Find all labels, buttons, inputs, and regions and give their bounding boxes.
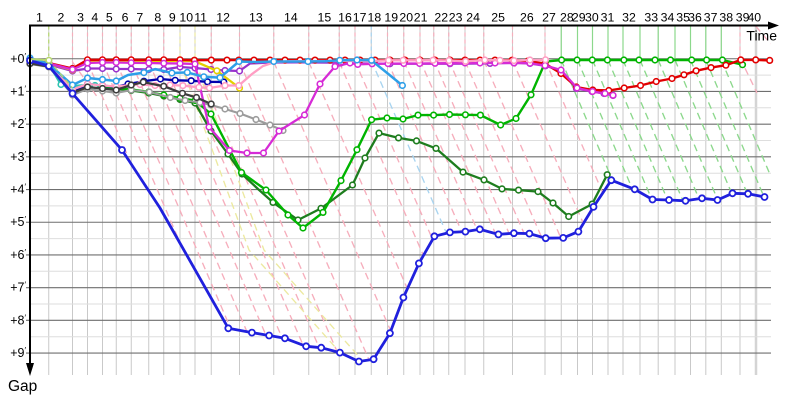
svg-text:+5′: +5′ [10,215,26,229]
svg-text:19: 19 [384,11,398,25]
svg-text:39: 39 [736,11,750,25]
svg-text:24: 24 [466,11,480,25]
svg-text:31: 31 [601,11,615,25]
svg-text:20: 20 [399,11,413,25]
svg-text:32: 32 [622,11,636,25]
svg-text:1: 1 [36,11,43,25]
svg-text:22: 22 [434,11,448,25]
svg-text:Gap: Gap [8,378,37,395]
svg-text:37: 37 [704,11,718,25]
svg-text:15: 15 [318,11,332,25]
svg-text:+7′: +7′ [10,281,26,295]
svg-text:40: 40 [747,11,761,25]
svg-text:29: 29 [572,11,586,25]
svg-text:25: 25 [491,11,505,25]
svg-text:30: 30 [585,11,599,25]
svg-text:38: 38 [719,11,733,25]
svg-text:28: 28 [560,11,574,25]
svg-text:+4′: +4′ [10,183,26,197]
svg-text:3: 3 [77,11,84,25]
svg-text:23: 23 [449,11,463,25]
svg-text:11: 11 [194,11,207,25]
svg-text:13: 13 [249,11,263,25]
svg-text:34: 34 [661,11,675,25]
svg-text:+6′: +6′ [10,248,26,262]
svg-text:+0′: +0′ [10,52,26,66]
svg-text:12: 12 [216,11,230,25]
svg-text:+3′: +3′ [10,150,26,164]
svg-text:9: 9 [169,11,176,25]
svg-text:5: 5 [106,11,113,25]
svg-text:14: 14 [284,11,298,25]
svg-text:7: 7 [136,11,143,25]
svg-text:17: 17 [353,11,367,25]
svg-text:+8′: +8′ [10,313,26,327]
svg-text:8: 8 [154,11,161,25]
svg-text:+9′: +9′ [10,346,26,360]
svg-text:21: 21 [414,11,428,25]
svg-text:Time: Time [746,28,777,44]
svg-text:33: 33 [644,11,658,25]
svg-text:+1′: +1′ [10,85,26,99]
svg-text:+2′: +2′ [10,117,26,131]
svg-text:4: 4 [91,11,98,25]
svg-text:6: 6 [122,11,129,25]
svg-text:2: 2 [57,11,64,25]
svg-text:16: 16 [338,11,352,25]
svg-text:10: 10 [179,11,193,25]
svg-text:36: 36 [688,11,702,25]
svg-text:26: 26 [520,11,534,25]
svg-text:35: 35 [676,11,690,25]
svg-text:18: 18 [368,11,382,25]
svg-text:27: 27 [542,11,556,25]
